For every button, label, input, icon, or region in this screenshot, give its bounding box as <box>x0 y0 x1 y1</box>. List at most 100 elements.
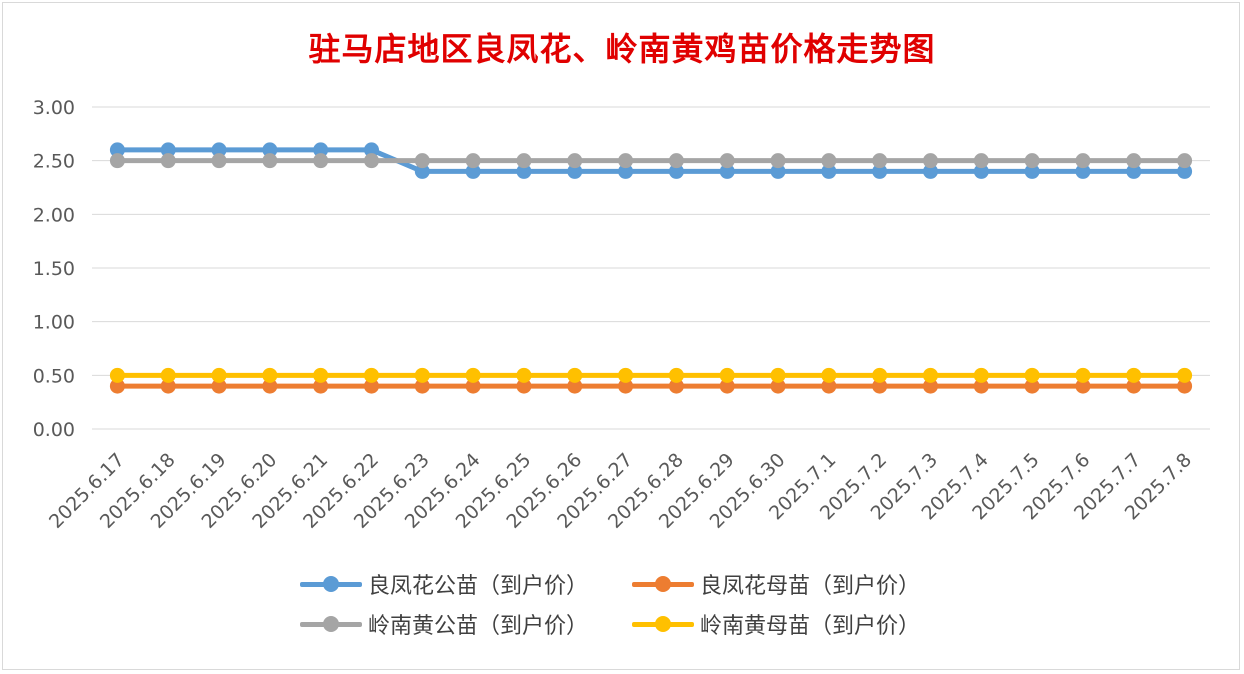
chart-title: 驻马店地区良凤花、岭南黄鸡苗价格走势图 <box>308 30 936 68</box>
legend-item-series-1: 良凤花母苗（到户价） <box>632 568 920 600</box>
data-point <box>1024 367 1040 383</box>
data-point <box>923 153 938 169</box>
data-point <box>821 378 837 394</box>
data-point <box>516 153 532 169</box>
data-point <box>567 153 583 169</box>
data-point <box>414 153 430 169</box>
data-point <box>313 153 329 169</box>
data-point <box>364 378 379 394</box>
data-point <box>160 142 176 158</box>
data-point <box>719 367 735 383</box>
legend-swatch <box>300 614 362 634</box>
data-point <box>1177 378 1193 394</box>
data-point <box>668 367 684 383</box>
data-point <box>364 142 379 158</box>
y-tick-label: 1.50 <box>33 258 75 280</box>
data-point <box>1075 153 1091 169</box>
data-point <box>465 378 481 394</box>
data-point <box>313 367 329 383</box>
data-point <box>414 378 430 394</box>
data-point <box>668 153 684 169</box>
data-point <box>262 367 278 383</box>
legend-label: 岭南黄公苗（到户价） <box>368 614 589 639</box>
data-point <box>160 378 176 394</box>
legend-swatch <box>300 574 362 594</box>
legend-label: 岭南黄母苗（到户价） <box>700 614 921 639</box>
data-point <box>973 367 989 383</box>
data-point <box>668 378 684 394</box>
data-point <box>465 367 481 383</box>
data-point <box>668 163 684 179</box>
data-point <box>109 367 125 383</box>
data-point <box>364 153 379 169</box>
y-tick-label: 1.00 <box>33 312 75 334</box>
data-point <box>1126 378 1142 394</box>
data-point <box>770 378 786 394</box>
data-point <box>414 163 430 179</box>
legend-item-series-3: 岭南黄母苗（到户价） <box>632 608 920 640</box>
legend-item-series-0: 良凤花公苗（到户价） <box>300 568 588 600</box>
y-tick-label: 3.00 <box>33 97 75 119</box>
legend-label: 良凤花公苗（到户价） <box>368 574 589 599</box>
data-point <box>821 153 837 169</box>
y-tick-label: 0.00 <box>33 419 75 441</box>
data-point <box>1075 378 1091 394</box>
data-point <box>1177 367 1193 383</box>
data-point <box>770 163 786 179</box>
data-point <box>160 367 176 383</box>
data-point <box>1075 163 1091 179</box>
data-point <box>211 142 227 158</box>
legend-item-series-2: 岭南黄公苗（到户价） <box>300 608 588 640</box>
data-point <box>618 163 634 179</box>
legend-swatch <box>632 614 694 634</box>
data-point <box>1177 163 1193 179</box>
data-point <box>109 378 125 394</box>
data-point <box>1126 163 1142 179</box>
data-point <box>516 378 532 394</box>
data-point <box>1075 367 1091 383</box>
data-point <box>262 378 278 394</box>
legend-swatch <box>632 574 694 594</box>
data-point <box>313 142 329 158</box>
data-point <box>160 153 176 169</box>
data-point <box>719 378 735 394</box>
series-line <box>114 147 1188 174</box>
data-point <box>872 153 888 169</box>
data-point <box>872 163 888 179</box>
data-point <box>618 378 634 394</box>
data-point <box>465 153 481 169</box>
data-point <box>364 367 379 383</box>
data-point <box>770 153 786 169</box>
data-point <box>1024 163 1040 179</box>
data-point <box>516 367 532 383</box>
data-point <box>109 142 125 158</box>
data-point <box>211 367 227 383</box>
data-point <box>516 163 532 179</box>
data-point <box>262 142 278 158</box>
data-point <box>618 153 634 169</box>
data-point <box>262 153 278 169</box>
data-point <box>923 367 938 383</box>
data-point <box>973 378 989 394</box>
data-point <box>109 153 125 169</box>
data-point <box>567 367 583 383</box>
y-tick-label: 2.50 <box>33 151 75 173</box>
data-point <box>618 367 634 383</box>
data-point <box>1126 367 1142 383</box>
data-point <box>770 367 786 383</box>
data-point <box>1177 153 1193 169</box>
data-point <box>719 153 735 169</box>
data-point <box>821 367 837 383</box>
data-point <box>211 153 227 169</box>
data-point <box>1024 153 1040 169</box>
data-point <box>821 163 837 179</box>
data-point <box>973 153 989 169</box>
data-point <box>414 367 430 383</box>
legend-label: 良凤花母苗（到户价） <box>700 574 921 599</box>
data-point <box>211 378 227 394</box>
data-point <box>923 163 938 179</box>
y-tick-label: 2.00 <box>33 204 75 226</box>
data-point <box>923 378 938 394</box>
